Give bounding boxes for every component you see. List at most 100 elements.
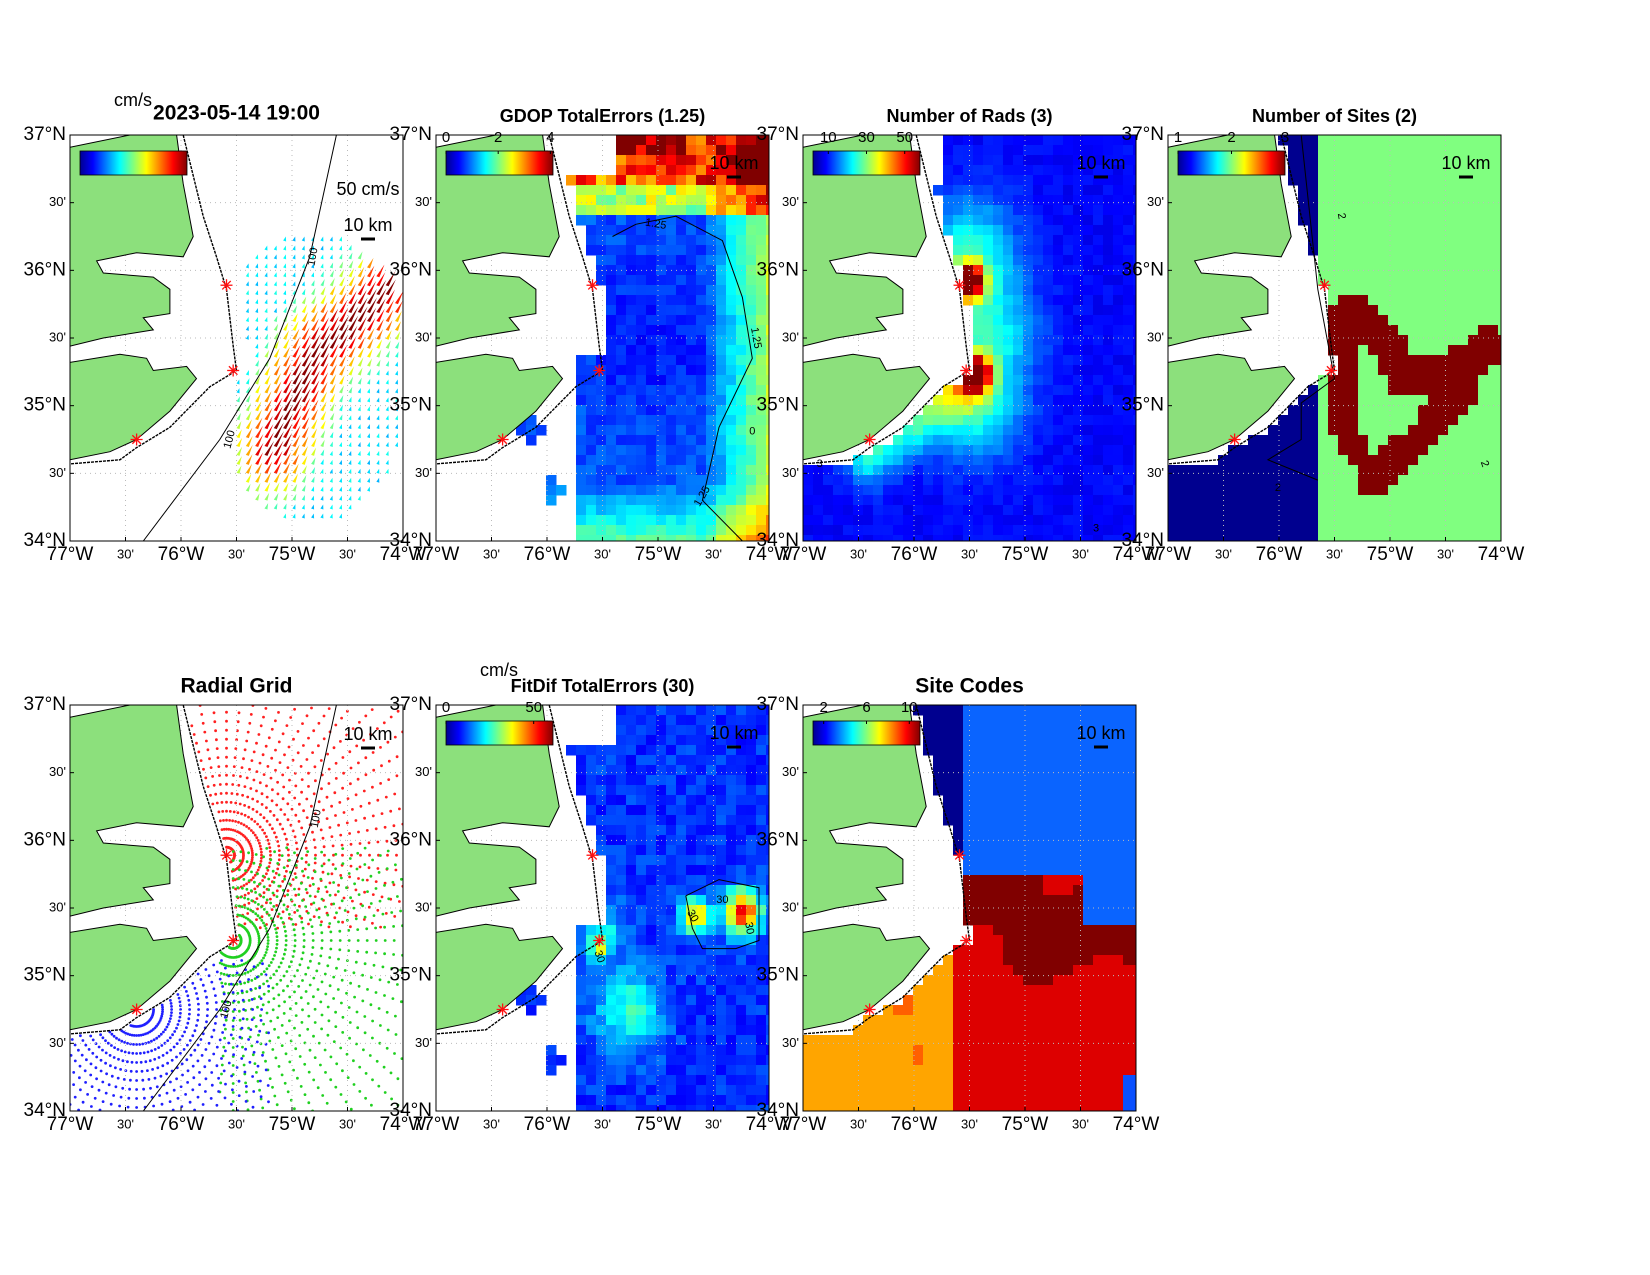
grid-cell <box>576 455 587 466</box>
x-tick-label: 74°W <box>1478 544 1525 565</box>
current-vector <box>255 299 259 305</box>
grid-cell <box>1063 425 1074 436</box>
grid-cell <box>1448 155 1459 166</box>
grid-cell <box>716 495 727 506</box>
current-vector <box>357 450 361 456</box>
grid-cell <box>606 235 617 246</box>
grid-cell <box>726 355 737 366</box>
radial-grid-point <box>293 872 297 875</box>
grid-cell <box>923 435 934 446</box>
current-vector <box>264 482 271 492</box>
radial-grid-point <box>274 768 277 772</box>
current-vector <box>255 360 260 367</box>
grid-cell <box>1238 465 1249 476</box>
radial-grid-point <box>176 993 180 996</box>
current-vector <box>320 294 327 305</box>
grid-cell <box>626 475 637 486</box>
radial-grid-point <box>234 801 238 805</box>
current-vector <box>264 272 268 278</box>
grid-cell <box>993 445 1004 456</box>
grid-cell <box>1063 405 1074 416</box>
grid-cell <box>953 535 964 541</box>
grid-cell <box>1478 415 1489 426</box>
grid-cell <box>1488 435 1499 446</box>
radial-grid-point <box>265 795 269 799</box>
grid-cell <box>1408 345 1419 356</box>
radial-grid-point <box>267 989 271 993</box>
current-vector <box>320 309 329 322</box>
grid-cell <box>1093 425 1104 436</box>
radial-grid-point <box>364 773 368 777</box>
current-vector <box>283 413 294 430</box>
grid-cell <box>1338 455 1349 466</box>
radial-grid-point <box>268 884 272 887</box>
grid-cell <box>676 415 687 426</box>
current-vector <box>245 308 249 314</box>
radial-grid-point <box>79 1034 82 1038</box>
radial-grid-point <box>225 746 228 750</box>
radial-grid-point <box>283 877 286 881</box>
grid-cell <box>1328 255 1339 266</box>
grid-cell <box>1488 315 1499 326</box>
radial-grid-point <box>326 752 329 756</box>
grid-cell <box>833 505 844 516</box>
radial-grid-point <box>257 733 261 736</box>
x-tick-label: 74°W <box>746 544 793 565</box>
radial-grid-point <box>221 810 225 813</box>
radial-grid-point <box>361 973 364 977</box>
grid-cell <box>1458 275 1469 286</box>
current-vector <box>357 433 361 439</box>
grid-cell <box>1328 275 1339 286</box>
grid-cell <box>666 415 677 426</box>
grid-cell <box>1438 445 1449 456</box>
grid-cell <box>1133 235 1136 246</box>
grid-cell <box>766 245 769 256</box>
grid-cell <box>1308 165 1319 176</box>
current-vector <box>273 281 277 287</box>
radial-grid-point <box>383 994 386 997</box>
grid-cell <box>1043 205 1054 216</box>
grid-cell <box>1083 255 1094 266</box>
grid-cell <box>1073 485 1084 496</box>
radial-grid-point <box>328 881 332 885</box>
radial-grid-point <box>160 1044 164 1047</box>
current-vector <box>329 316 340 331</box>
radial-grid-point <box>374 939 378 942</box>
grid-cell <box>1133 385 1136 396</box>
grid-cell <box>576 475 587 486</box>
grid-cell <box>1123 415 1134 426</box>
grid-cell <box>963 445 974 456</box>
grid-cell <box>973 275 984 286</box>
y-tick-label: 30' <box>782 465 799 480</box>
radial-grid-point <box>246 970 250 974</box>
grid-cell <box>686 285 697 296</box>
current-vector <box>301 254 305 260</box>
grid-cell <box>993 465 1004 476</box>
radial-grid-point <box>225 782 228 786</box>
y-tick-label: 30' <box>415 194 432 209</box>
current-vector <box>245 378 250 385</box>
grid-cell <box>1083 165 1094 176</box>
grid-cell <box>1398 235 1409 246</box>
grid-cell <box>1198 525 1209 536</box>
grid-cell <box>1033 135 1044 146</box>
grid-cell <box>1123 345 1134 356</box>
current-vector <box>311 360 321 376</box>
grid-cell <box>706 375 717 386</box>
grid-cell <box>1458 225 1469 236</box>
grid-cell <box>576 375 587 386</box>
grid-cell <box>686 525 697 536</box>
grid-cell <box>1388 235 1399 246</box>
radial-grid-point <box>256 963 260 967</box>
grid-cell <box>576 215 587 226</box>
grid-cell <box>1013 425 1024 436</box>
grid-cell <box>1378 535 1389 541</box>
radial-grid-point <box>302 809 305 813</box>
current-vector <box>273 461 282 474</box>
radial-grid-point <box>214 792 218 796</box>
radial-grid-point <box>157 1034 161 1038</box>
grid-cell <box>1348 255 1359 266</box>
radial-grid-point <box>228 810 232 813</box>
grid-cell <box>1468 205 1479 216</box>
site-marker <box>863 433 876 446</box>
